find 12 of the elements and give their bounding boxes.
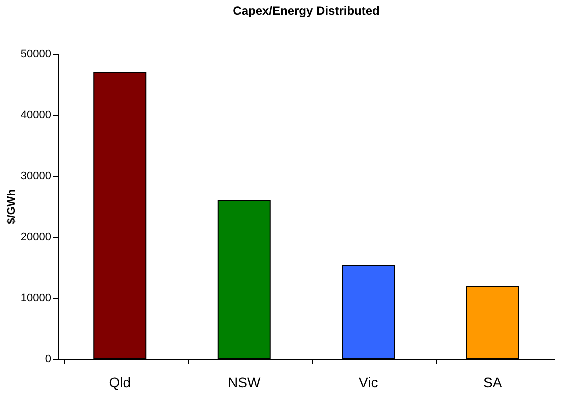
y-tick-label: 30000: [20, 170, 52, 182]
x-tick-label: SA: [484, 374, 503, 390]
x-tick-label: Vic: [359, 374, 378, 390]
y-tick-label: 10000: [20, 292, 52, 304]
y-tick-label: 0: [45, 354, 52, 366]
chart-title: Capex/Energy Distributed: [233, 4, 380, 18]
x-tick-label: Qld: [109, 374, 132, 390]
y-tick-label: 50000: [20, 48, 52, 60]
y-axis-title: $/GWh: [6, 189, 18, 224]
y-tick-label: 20000: [20, 232, 52, 244]
y-tick-label: 40000: [20, 110, 52, 122]
x-tick-label: NSW: [228, 374, 262, 390]
